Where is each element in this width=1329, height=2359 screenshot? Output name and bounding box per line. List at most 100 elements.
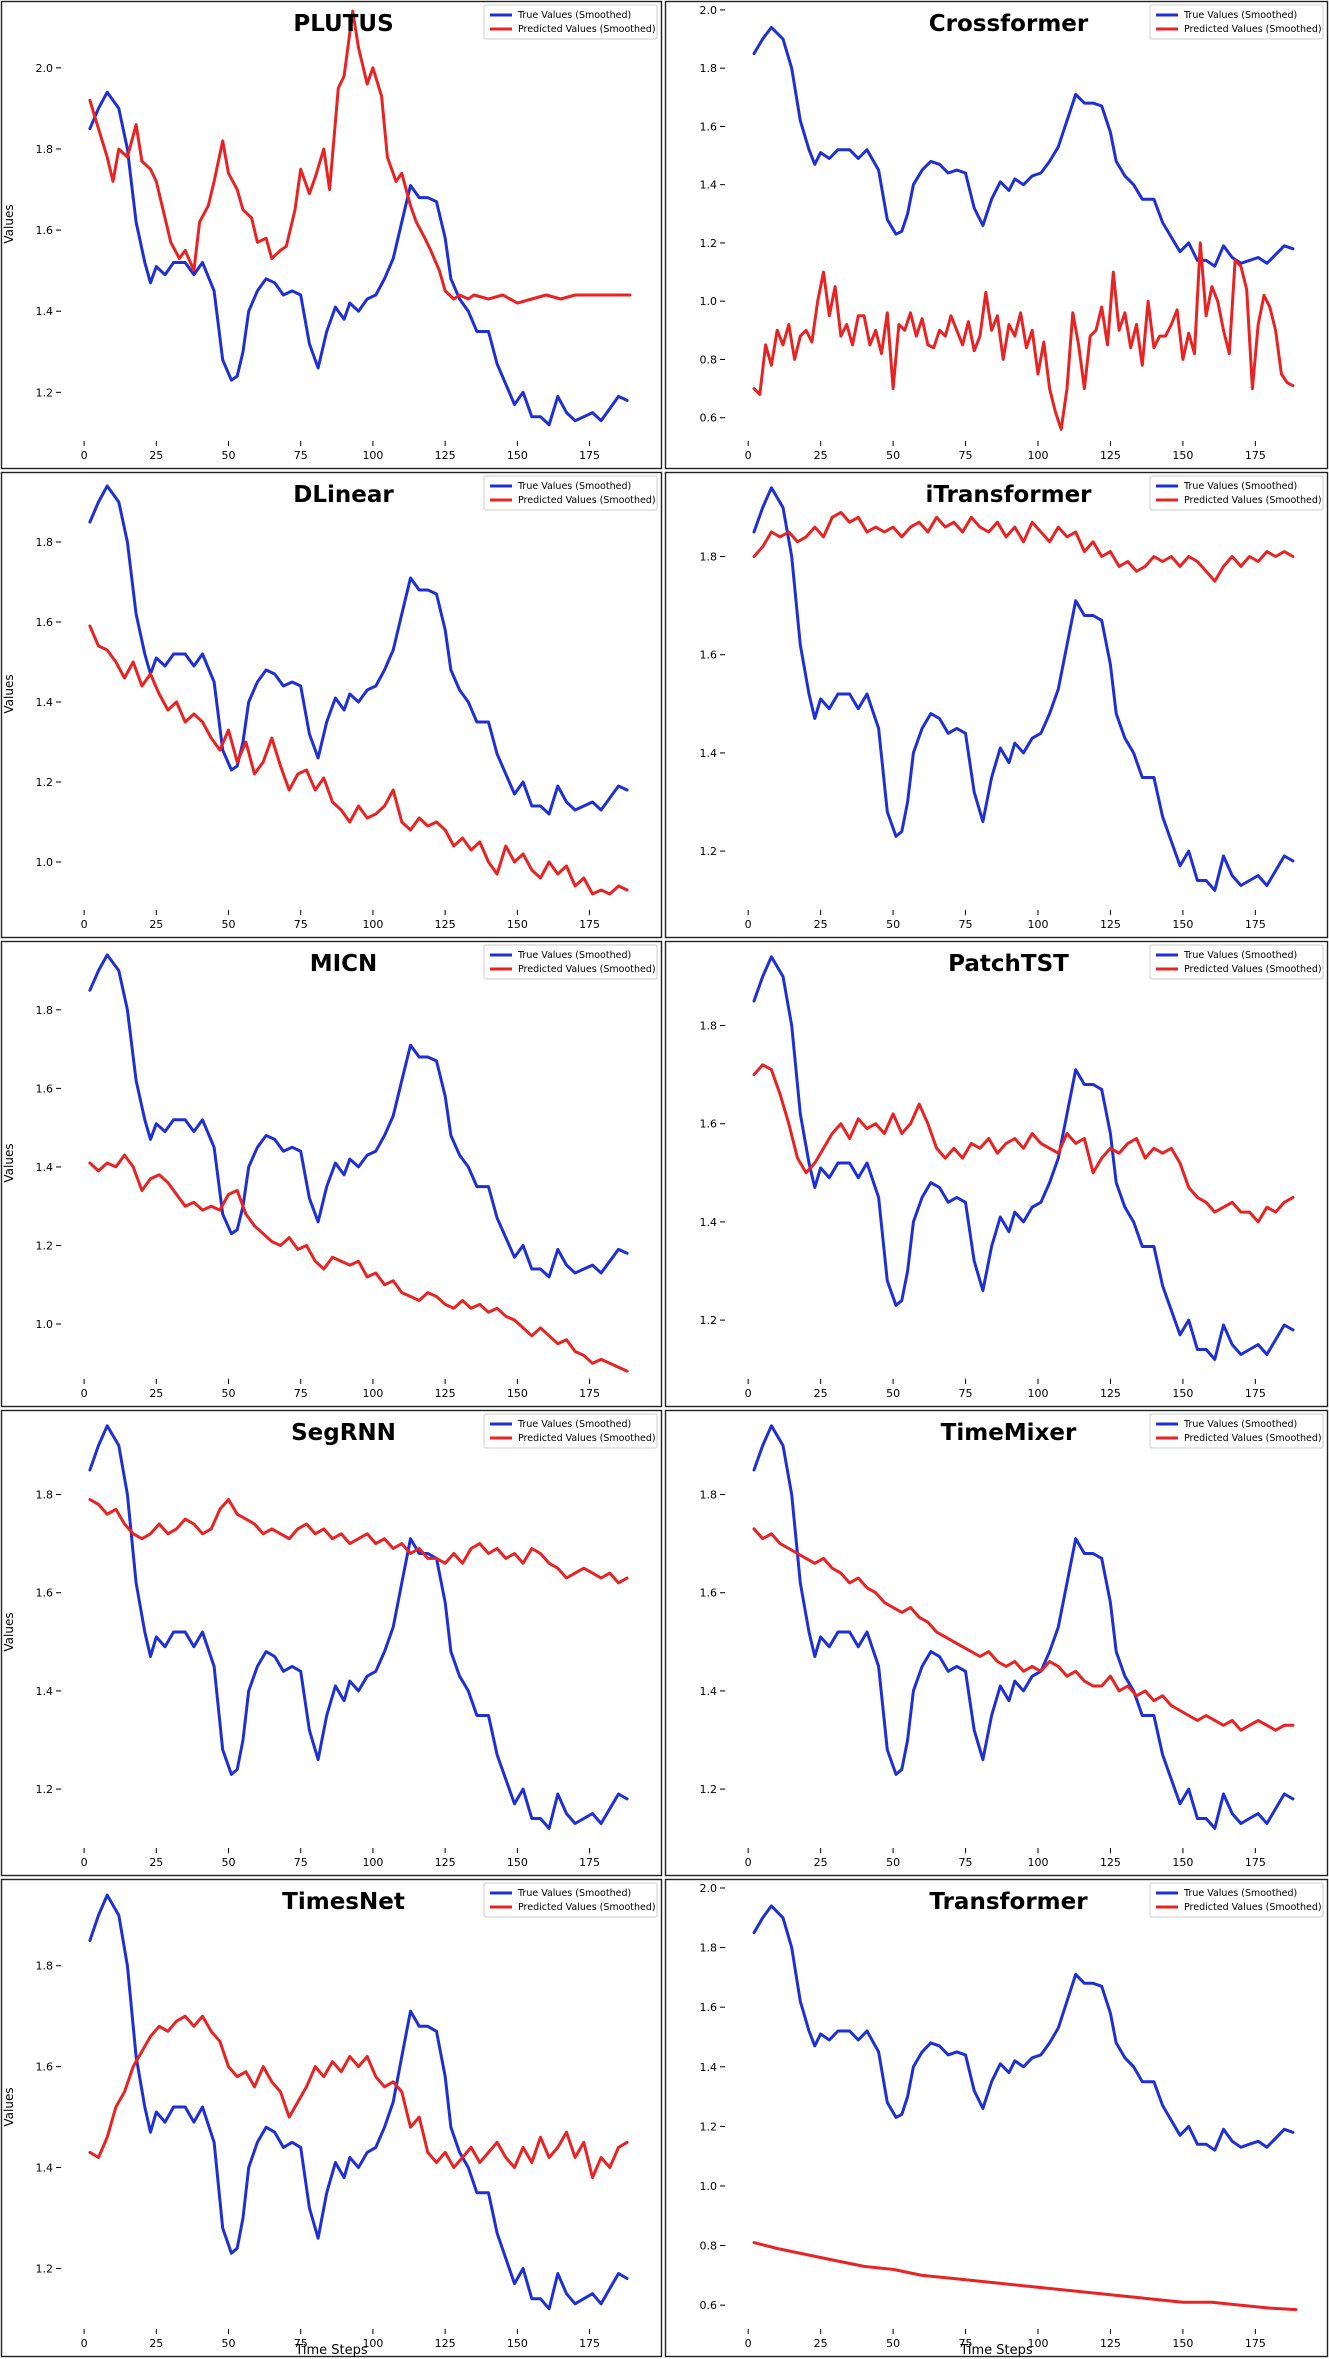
x-tick-label: 0 — [81, 1387, 88, 1400]
legend-box — [483, 1413, 658, 1449]
chart-panel-micn: 0 25 50 75 100 125 150 175 1.0 1.2 1.4 1.6 1.8 Values… — [0, 940, 663, 1408]
true-values-line — [88, 953, 629, 1279]
chart-panel-itransformer: 0 25 50 75 100 125 150 175 1.2 1.4 1.6 1.8 iTransfor… — [664, 471, 1329, 939]
y-tick-label: 1.8 — [36, 1004, 54, 1017]
x-tick-label: 125 — [1100, 449, 1121, 462]
x-tick-label: 75 — [959, 1387, 973, 1400]
x-tick-label: 50 — [886, 918, 900, 931]
legend: True Values (Smoothed) Predicted Values (… — [483, 475, 658, 511]
legend-box — [483, 4, 658, 40]
x-tick-label: 150 — [507, 918, 528, 931]
x-tick-label: 50 — [886, 1856, 900, 1869]
legend-box — [483, 1882, 658, 1918]
chart-panel-plutus: 0 25 50 75 100 125 150 175 1.2 1.4 1.6 1.8 2.0 Values… — [0, 0, 663, 470]
legend: True Values (Smoothed) Predicted Values (… — [1149, 944, 1324, 980]
y-tick-label: 1.4 — [36, 1685, 54, 1698]
x-tick-label: 100 — [1027, 918, 1048, 931]
true-values-line — [752, 486, 1295, 892]
chart-title: SegRNN — [291, 1420, 396, 1446]
legend-true-label: True Values (Smoothed) — [517, 1419, 631, 1430]
y-tick-label: 1.8 — [36, 143, 54, 156]
chart-panel-timemixer: 0 25 50 75 100 125 150 175 1.2 1.4 1.6 1.8 TimeMixer… — [664, 1409, 1329, 1877]
predicted-values-line — [88, 624, 629, 896]
chart-panel-dlinear: 0 25 50 75 100 125 150 175 1.0 1.2 1.4 1.6 1.8 Values… — [0, 471, 663, 939]
legend-pred-label: Predicted Values (Smoothed) — [518, 1902, 656, 1913]
subplot-frame — [664, 0, 1329, 470]
x-tick-label: 25 — [149, 2337, 163, 2350]
x-tick-label: 50 — [886, 2337, 900, 2350]
y-tick-label: 1.2 — [36, 386, 54, 399]
y-tick-label: 1.8 — [700, 551, 718, 564]
y-tick-label: 1.6 — [700, 1118, 718, 1131]
y-tick-label: 1.6 — [36, 616, 54, 629]
chart-panel-timesnet: 0 25 50 75 100 125 150 175 1.2 1.4 1.6 1.8 Values Tim… — [0, 1878, 663, 2358]
y-axis-label: Values — [2, 674, 16, 713]
legend-box — [483, 944, 658, 980]
x-tick-label: 50 — [222, 1387, 236, 1400]
legend-true-label: True Values (Smoothed) — [1183, 1419, 1297, 1430]
x-tick-label: 150 — [507, 2337, 528, 2350]
x-tick-label: 150 — [507, 449, 528, 462]
chart-title: Transformer — [929, 1889, 1088, 1915]
y-axis-label: Values — [2, 1612, 16, 1651]
y-axis-label: Values — [2, 2087, 16, 2126]
legend-pred-label: Predicted Values (Smoothed) — [518, 964, 656, 975]
x-tick-label: 125 — [1100, 1387, 1121, 1400]
y-tick-label: 1.8 — [700, 62, 718, 75]
x-tick-label: 0 — [81, 2337, 88, 2350]
y-tick-label: 1.0 — [700, 295, 718, 308]
x-tick-label: 50 — [886, 1387, 900, 1400]
y-tick-label: 1.2 — [700, 237, 718, 250]
y-tick-label: 1.2 — [36, 1783, 54, 1796]
x-tick-label: 75 — [294, 1387, 308, 1400]
x-tick-label: 150 — [1172, 918, 1193, 931]
legend-true-label: True Values (Smoothed) — [517, 950, 631, 961]
x-tick-label: 0 — [745, 1387, 752, 1400]
x-tick-label: 125 — [435, 1387, 456, 1400]
y-axis-label: Values — [2, 1143, 16, 1182]
y-tick-label: 0.8 — [700, 353, 718, 366]
predicted-values-line — [752, 241, 1295, 431]
predicted-values-line — [88, 2014, 629, 2180]
legend-true-label: True Values (Smoothed) — [517, 10, 631, 21]
true-values-line — [752, 1424, 1295, 1830]
x-tick-label: 175 — [579, 449, 600, 462]
true-values-line — [752, 955, 1295, 1361]
x-tick-label: 75 — [294, 918, 308, 931]
predicted-values-line — [752, 2241, 1298, 2312]
y-tick-label: 1.0 — [36, 856, 54, 869]
y-tick-label: 1.4 — [700, 1685, 718, 1698]
x-tick-label: 125 — [435, 2337, 456, 2350]
y-axis-label: Values — [2, 204, 16, 243]
x-tick-label: 25 — [149, 1387, 163, 1400]
true-values-line — [88, 90, 629, 427]
x-tick-label: 0 — [745, 1856, 752, 1869]
chart-title: MICN — [310, 951, 378, 977]
y-tick-label: 1.4 — [700, 747, 718, 760]
x-tick-label: 175 — [579, 918, 600, 931]
y-tick-label: 1.4 — [36, 305, 54, 318]
x-tick-label: 25 — [814, 449, 828, 462]
x-tick-label: 25 — [814, 1856, 828, 1869]
y-tick-label: 1.4 — [36, 1161, 54, 1174]
true-values-line — [752, 25, 1295, 268]
subplot-frame — [664, 940, 1329, 1408]
subplot-frame — [0, 940, 663, 1408]
x-tick-label: 175 — [1245, 2337, 1266, 2350]
legend-box — [483, 475, 658, 511]
legend: True Values (Smoothed) Predicted Values (… — [1149, 4, 1324, 40]
y-tick-label: 1.8 — [36, 1960, 54, 1973]
y-tick-label: 1.8 — [700, 1020, 718, 1033]
chart-title: iTransformer — [925, 482, 1092, 508]
x-axis-label: Time Steps — [294, 2343, 368, 2358]
legend-pred-label: Predicted Values (Smoothed) — [518, 1433, 656, 1444]
y-tick-label: 2.0 — [700, 4, 718, 17]
legend-pred-label: Predicted Values (Smoothed) — [1184, 964, 1322, 975]
y-tick-label: 1.6 — [700, 1587, 718, 1600]
y-tick-label: 1.2 — [700, 1783, 718, 1796]
x-tick-label: 150 — [507, 1387, 528, 1400]
x-tick-label: 75 — [294, 449, 308, 462]
x-tick-label: 0 — [81, 1856, 88, 1869]
y-tick-label: 1.4 — [700, 179, 718, 192]
legend: True Values (Smoothed) Predicted Values (… — [1149, 475, 1324, 511]
